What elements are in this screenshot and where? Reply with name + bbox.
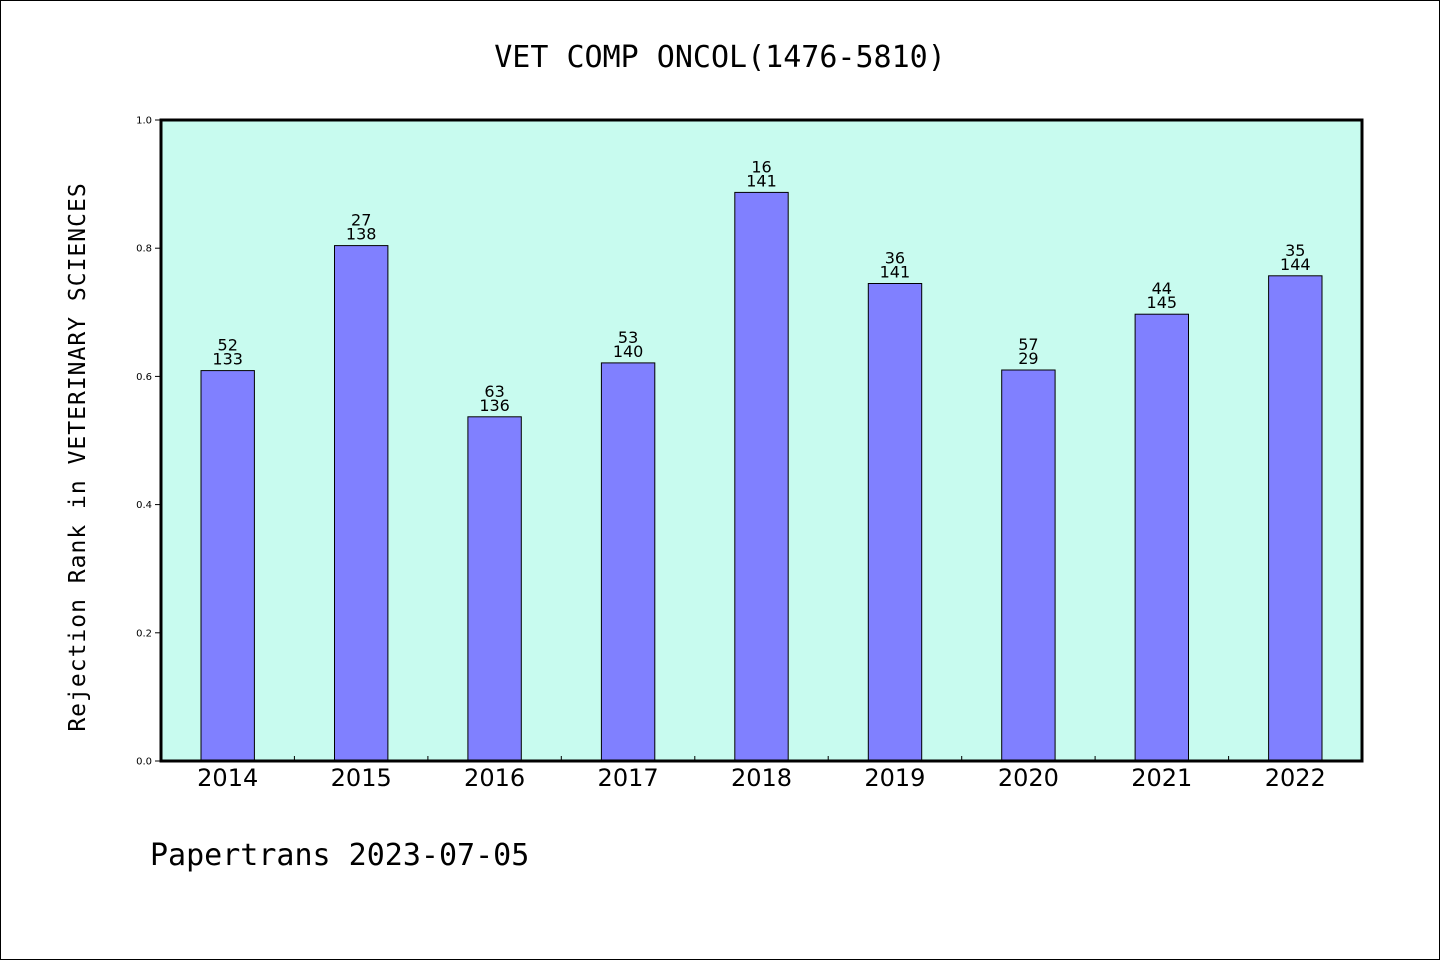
x-tick-label-2018: 2018 (731, 764, 792, 792)
x-axis-ticks: 2014 2015 2016 2017 2018 2019 2020 2021 2022 (197, 756, 1326, 792)
bar-label-bottom-2020: 29 (1018, 349, 1038, 368)
bar-label-bottom-2022: 144 (1280, 255, 1311, 274)
bar-label-top-2022: 35 (1285, 241, 1305, 260)
bar-2017 (600, 362, 656, 762)
bar-label-bottom-2017: 140 (613, 342, 644, 361)
bar-label-top-2018: 16 (751, 157, 771, 176)
x-tick-label-2015: 2015 (331, 764, 392, 792)
bar-label-top-2021: 44 (1152, 279, 1172, 298)
bar-label-bottom-2019: 141 (880, 263, 911, 282)
bar-2014 (200, 370, 255, 762)
x-tick-label-2014: 2014 (197, 764, 258, 792)
x-tick-label-2020: 2020 (998, 764, 1059, 792)
bar-label-top-2020: 57 (1018, 335, 1038, 354)
bars-group (200, 191, 1323, 762)
x-tick-label-2022: 2022 (1265, 764, 1326, 792)
y-axis-ticks: 0.0 0.2 0.4 0.6 0.8 1.0 (136, 116, 161, 768)
bar-label-bottom-2018: 141 (746, 171, 777, 190)
bar-2016 (467, 416, 522, 762)
bar-2020 (1001, 369, 1056, 762)
y-tick-label-0.8: 0.8 (136, 244, 152, 255)
bar-2022 (1268, 275, 1323, 762)
bar-label-bottom-2014: 133 (212, 350, 243, 369)
bar-labels-group: 5213327138631365314016141361415729441453… (212, 157, 1310, 414)
bar-label-bottom-2016: 136 (479, 396, 510, 415)
y-axis-label: Rejection Rank in VETERINARY SCIENCES (65, 182, 91, 731)
y-tick-label-0.4: 0.4 (136, 500, 152, 511)
bar-label-top-2014: 52 (218, 336, 238, 355)
bar-label-top-2015: 27 (351, 211, 371, 230)
plot-frame (159, 118, 1364, 763)
bar-2015 (334, 245, 389, 762)
bar-2019 (867, 283, 923, 762)
y-tick-label-0.2: 0.2 (136, 628, 152, 639)
chart-title: VET COMP ONCOL(1476-5810) (494, 40, 946, 75)
x-tick-label-2019: 2019 (864, 764, 925, 792)
bar-label-bottom-2021: 145 (1147, 293, 1178, 312)
bar-label-bottom-2015: 138 (346, 225, 377, 244)
bar-label-top-2017: 53 (618, 328, 638, 347)
bar-label-top-2019: 36 (885, 249, 905, 268)
y-tick-label-0.6: 0.6 (136, 372, 152, 383)
x-tick-label-2016: 2016 (464, 764, 525, 792)
bar-label-top-2016: 63 (484, 382, 504, 401)
x-tick-label-2021: 2021 (1131, 764, 1192, 792)
footer-credit: Papertrans 2023-07-05 (150, 838, 529, 873)
y-tick-label-1.0: 1.0 (136, 116, 152, 127)
x-tick-label-2017: 2017 (598, 764, 659, 792)
bar-2018 (734, 191, 789, 762)
y-tick-label-0.0: 0.0 (136, 757, 152, 768)
bar-2021 (1134, 313, 1189, 762)
